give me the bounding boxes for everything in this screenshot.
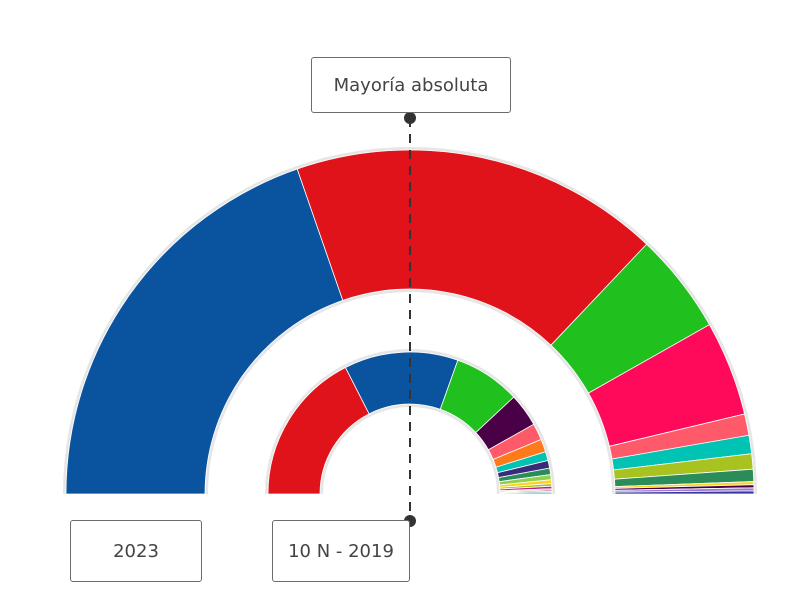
majority-line-top-dot (404, 112, 416, 124)
outer-ring-label: 2023 (70, 520, 202, 582)
majority-label: Mayoría absoluta (311, 57, 511, 113)
seat-slice[interactable] (614, 490, 755, 495)
seat-slice[interactable] (65, 168, 344, 495)
outer-ring-2023 (63, 147, 757, 495)
inner-ring-2019 (265, 349, 555, 495)
inner-ring-label: 10 N - 2019 (272, 520, 410, 582)
seat-slice[interactable] (267, 366, 370, 495)
seat-slice[interactable] (499, 492, 553, 495)
seat-slice[interactable] (296, 149, 648, 346)
